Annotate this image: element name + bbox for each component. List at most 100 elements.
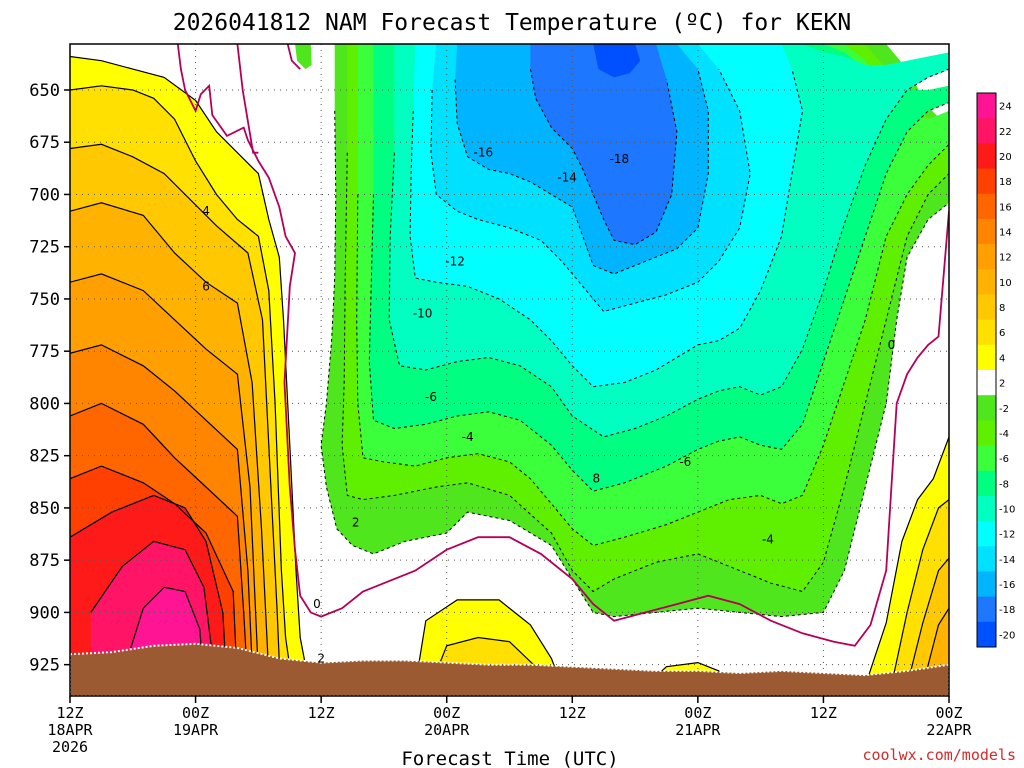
zero-isotherm-0 (176, 44, 949, 647)
colorbar-swatch-14 (977, 218, 996, 245)
colorbar-label-8: 8 (999, 303, 1005, 314)
colorbar-swatch--2 (977, 395, 996, 421)
colorbar-label-14: 14 (999, 228, 1012, 239)
x-tick-label-84-1: 22APR (926, 721, 972, 739)
colorbar-frame (976, 92, 997, 648)
zero-isotherms (176, 44, 949, 647)
x-tick-label-12-0: 00Z (182, 704, 209, 722)
y-tick-label-925: 925 (29, 656, 60, 676)
gridlines (70, 44, 949, 696)
contour-label-13: -4 (762, 532, 774, 546)
y-tick-label-850: 850 (29, 499, 60, 519)
colorbar-label-16: 16 (999, 202, 1012, 213)
terrain-ground (70, 642, 949, 696)
colorbar-label--10: -10 (999, 505, 1015, 516)
contour-label-14: 0 (313, 597, 321, 611)
isotherm-dashed-1 (341, 152, 949, 593)
colorbar-legend: 24 22 20 18 16 14 12 10 8 6 4 2 -2 -4 -6 -8 -10 -12 -14 -16… (976, 92, 1015, 648)
x-tick-label-60-0: 00Z (684, 704, 711, 722)
zero-isotherm-2 (286, 44, 301, 70)
contour-label-3: 4 (202, 204, 210, 218)
colorbar-label--2: -2 (999, 404, 1009, 415)
colorbar-label-12: 12 (999, 253, 1012, 264)
y-tick-label-775: 775 (29, 342, 60, 362)
colorbar-swatch--20 (977, 621, 996, 648)
colorbar-label--20: -20 (999, 630, 1015, 641)
colorbar-label--6: -6 (999, 454, 1009, 465)
isotherm-dashed-2 (356, 143, 949, 547)
x-tick-label-36-0: 00Z (433, 704, 460, 722)
contour-label-11: 8 (593, 472, 601, 486)
colorbar-swatch-22 (977, 118, 996, 144)
y-tick-label-725: 725 (29, 238, 60, 258)
x-tick-label-12-1: 19APR (173, 721, 219, 739)
colorbar-label--14: -14 (999, 555, 1015, 566)
colorbar-label-4: 4 (999, 353, 1005, 364)
x-axis-label: Forecast Time (UTC) (401, 748, 618, 768)
colorbar-label-10: 10 (999, 278, 1012, 289)
colorbar-swatch-12 (977, 244, 996, 270)
isotherm-solid-3 (70, 273, 259, 676)
contour-label-9: -4 (462, 430, 474, 444)
y-axis: 650 675 700 725 750 775 800 825 850 875 900 925 (29, 81, 70, 676)
colorbar-swatch-2 (977, 370, 996, 396)
contour-label-8: -6 (425, 390, 437, 404)
isotherm-solid-1 (70, 143, 281, 686)
colorbar-label-6: 6 (999, 328, 1005, 339)
negative-isotherms (320, 68, 949, 618)
colorbar-swatch-20 (977, 143, 996, 170)
colorbar-swatch-18 (977, 168, 996, 195)
y-tick-label-650: 650 (29, 81, 60, 101)
y-tick-label-900: 900 (29, 603, 60, 623)
zero-isotherm-1 (236, 44, 259, 154)
contour-label-6: -10 (413, 307, 433, 321)
colorbar-label-24: 24 (999, 102, 1012, 113)
colorbar-label--18: -18 (999, 605, 1015, 616)
colorbar-label-2: 2 (999, 379, 1005, 390)
x-tick-label-0-1: 18APR (47, 721, 93, 739)
isotherm-solid-11 (414, 599, 563, 686)
colorbar-swatch--10 (977, 495, 996, 522)
y-tick-label-875: 875 (29, 551, 60, 571)
isotherm-solid-7 (70, 494, 228, 686)
isotherm-dashed-4 (388, 68, 949, 438)
isotherm-dashed-7 (454, 68, 709, 275)
colorbar-swatch--4 (977, 420, 996, 447)
contour-label-7: 0 (888, 338, 896, 352)
temperature-fill-regions (70, 44, 949, 692)
chart-title: 2026041812 NAM Forecast Temperature (ºC)… (173, 10, 852, 36)
colorbar-swatch-6 (977, 319, 996, 346)
isotherm-solid-17 (922, 607, 949, 686)
isotherm-solid-0 (70, 85, 291, 667)
contour-label-12: 2 (352, 516, 360, 530)
isotherm-solid-2 (70, 202, 270, 676)
region--2-18 (295, 44, 312, 70)
contour-label-0: -16 (474, 146, 494, 160)
colorbar-swatch-10 (977, 269, 996, 295)
colorbar-label--8: -8 (999, 479, 1009, 490)
x-tick-label-84-0: 00Z (935, 704, 962, 722)
isotherm-dashed-8 (529, 69, 678, 246)
positive-isotherms (70, 55, 949, 687)
isotherm-solid-16 (906, 557, 949, 686)
contour-label-10: -6 (679, 455, 691, 469)
isotherm-solid-14 (864, 436, 949, 686)
x-tick-label-36-1: 20APR (424, 721, 470, 739)
contour-label-5: 6 (202, 279, 210, 293)
contour-label-4: -12 (445, 254, 465, 268)
contour-label-1: -18 (610, 152, 630, 166)
colorbar-label--16: -16 (999, 580, 1015, 591)
colorbar-swatch--18 (977, 596, 996, 623)
credit-link[interactable]: coolwx.com/models (862, 746, 1016, 764)
x-tick-label-24-0: 12Z (308, 704, 335, 722)
x-tick-label-0-0: 12Z (56, 704, 83, 722)
contour-label-15: 2 (317, 651, 325, 665)
colorbar-swatch-16 (977, 193, 996, 220)
colorbar-swatch--16 (977, 571, 996, 598)
colorbar-swatch--6 (977, 445, 996, 472)
colorbar-swatch-24 (977, 93, 996, 119)
x-tick-label-60-1: 21APR (675, 721, 721, 739)
colorbar-swatch--8 (977, 470, 996, 497)
x-tick-label-72-0: 12Z (810, 704, 837, 722)
